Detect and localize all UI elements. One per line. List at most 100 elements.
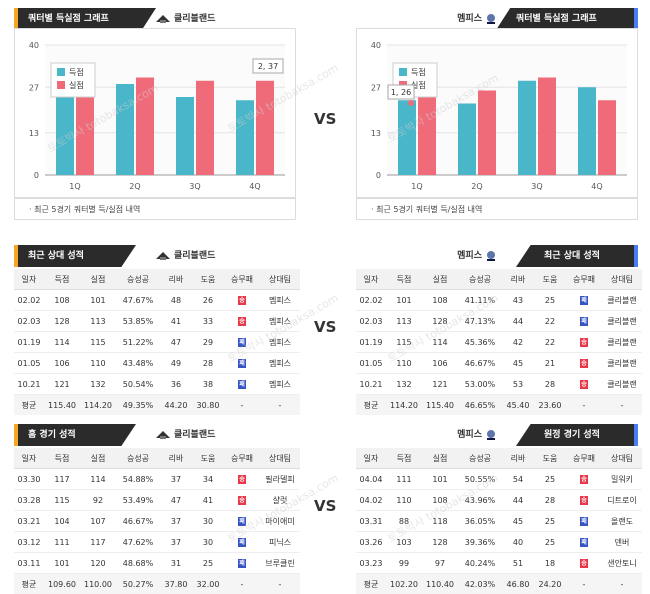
table-cell: 108 [422,490,458,511]
table-cell: 115 [386,332,422,353]
table-cell: 103 [386,532,422,553]
table-cell: 03.30 [14,469,44,490]
column-header: 리바 [502,448,534,469]
table-cell: 113 [80,311,116,332]
table-cell: 25 [534,469,566,490]
bar-score-1Q [398,100,416,175]
table-cell: 클리블랜 [602,311,642,332]
table-cell: 53 [502,374,534,395]
recent-home-header: 최근 상대 성적 [14,245,136,267]
table-cell: 피닉스 [260,532,300,553]
table-cell: 45.36% [458,332,502,353]
table-cell: 올랜도 [602,511,642,532]
table-cell: 37.80 [160,574,192,594]
result-badge: 패 [238,538,246,547]
table-cell: 46.80 [502,574,534,594]
x-tick-label: 3Q [189,182,200,191]
column-header: 승무패 [224,269,260,290]
grizzlies-logo-icon [485,429,497,441]
table-cell: 104 [44,511,80,532]
column-header: 리바 [160,448,192,469]
table-cell: 디트로이 [602,490,642,511]
table-cell: 47.62% [116,532,160,553]
table-cell: 37 [160,469,192,490]
table-cell: 03.11 [14,553,44,574]
result-cell: 승 [566,353,602,374]
away-team-label: 멤피스 [457,8,500,30]
result-badge: 승 [580,359,588,368]
column-header: 승성공 [458,269,502,290]
legend-swatch-score [57,68,65,76]
result-cell: 패 [224,332,260,353]
table-cell: 37 [160,532,192,553]
table-cell: - [260,395,300,416]
table-cell: 02.03 [356,311,386,332]
legend-swatch-score [399,68,407,76]
home-team-label: 클리블랜드 [152,8,215,30]
table-cell: 110.40 [422,574,458,594]
result-cell: 승 [566,490,602,511]
table-cell: 48 [160,290,192,311]
x-tick-label: 1Q [69,182,80,191]
table-cell: 108 [422,290,458,311]
table-cell: 111 [44,532,80,553]
column-header: 리바 [502,269,534,290]
table-cell: 99 [386,553,422,574]
result-badge: 패 [238,559,246,568]
table-cell: 36.05% [458,511,502,532]
table-cell: 22 [534,332,566,353]
table-cell: 01.05 [14,353,44,374]
table-cell: 01.19 [356,332,386,353]
y-tick-label: 27 [29,83,39,92]
bar-allowed-2Q [478,91,496,176]
result-badge: 패 [238,380,246,389]
bar-allowed-3Q [538,78,556,176]
table-cell: - [566,395,602,416]
table-cell: 120 [80,553,116,574]
table-cell: 45 [502,353,534,374]
x-tick-label: 4Q [249,182,260,191]
table-cell: 31 [160,553,192,574]
column-header: 득점 [44,269,80,290]
table-cell: 평균 [356,574,386,594]
table-cell: 111 [386,469,422,490]
legend-label-allowed: 실점 [69,80,84,90]
table-cell: 30 [192,532,224,553]
table-cell: 28 [534,374,566,395]
table-cell: 47.67% [116,290,160,311]
result-badge: 패 [580,317,588,326]
away-quarter-note-box: · 최근 5경기 쿼터별 득/실점 내역 [356,198,638,220]
x-tick-label: 1Q [411,182,422,191]
table-cell: 멤피스 [260,290,300,311]
table-cell: 04.02 [356,490,386,511]
table-cell: 34 [192,469,224,490]
result-cell: 패 [224,353,260,374]
table-cell: 평균 [14,395,44,416]
result-badge: 패 [238,517,246,526]
table-cell: 01.05 [356,353,386,374]
result-cell: 패 [224,374,260,395]
table-cell: 22 [534,311,566,332]
table-cell: 클리블랜 [602,374,642,395]
table-cell: 클리블랜 [602,290,642,311]
table-cell: 114.20 [80,395,116,416]
table-cell: 멤피스 [260,311,300,332]
table-cell: - [566,574,602,594]
table-cell: 97 [422,553,458,574]
table-cell: 클리블랜 [602,332,642,353]
y-tick-label: 40 [371,41,381,50]
table-cell: 멤피스 [260,332,300,353]
